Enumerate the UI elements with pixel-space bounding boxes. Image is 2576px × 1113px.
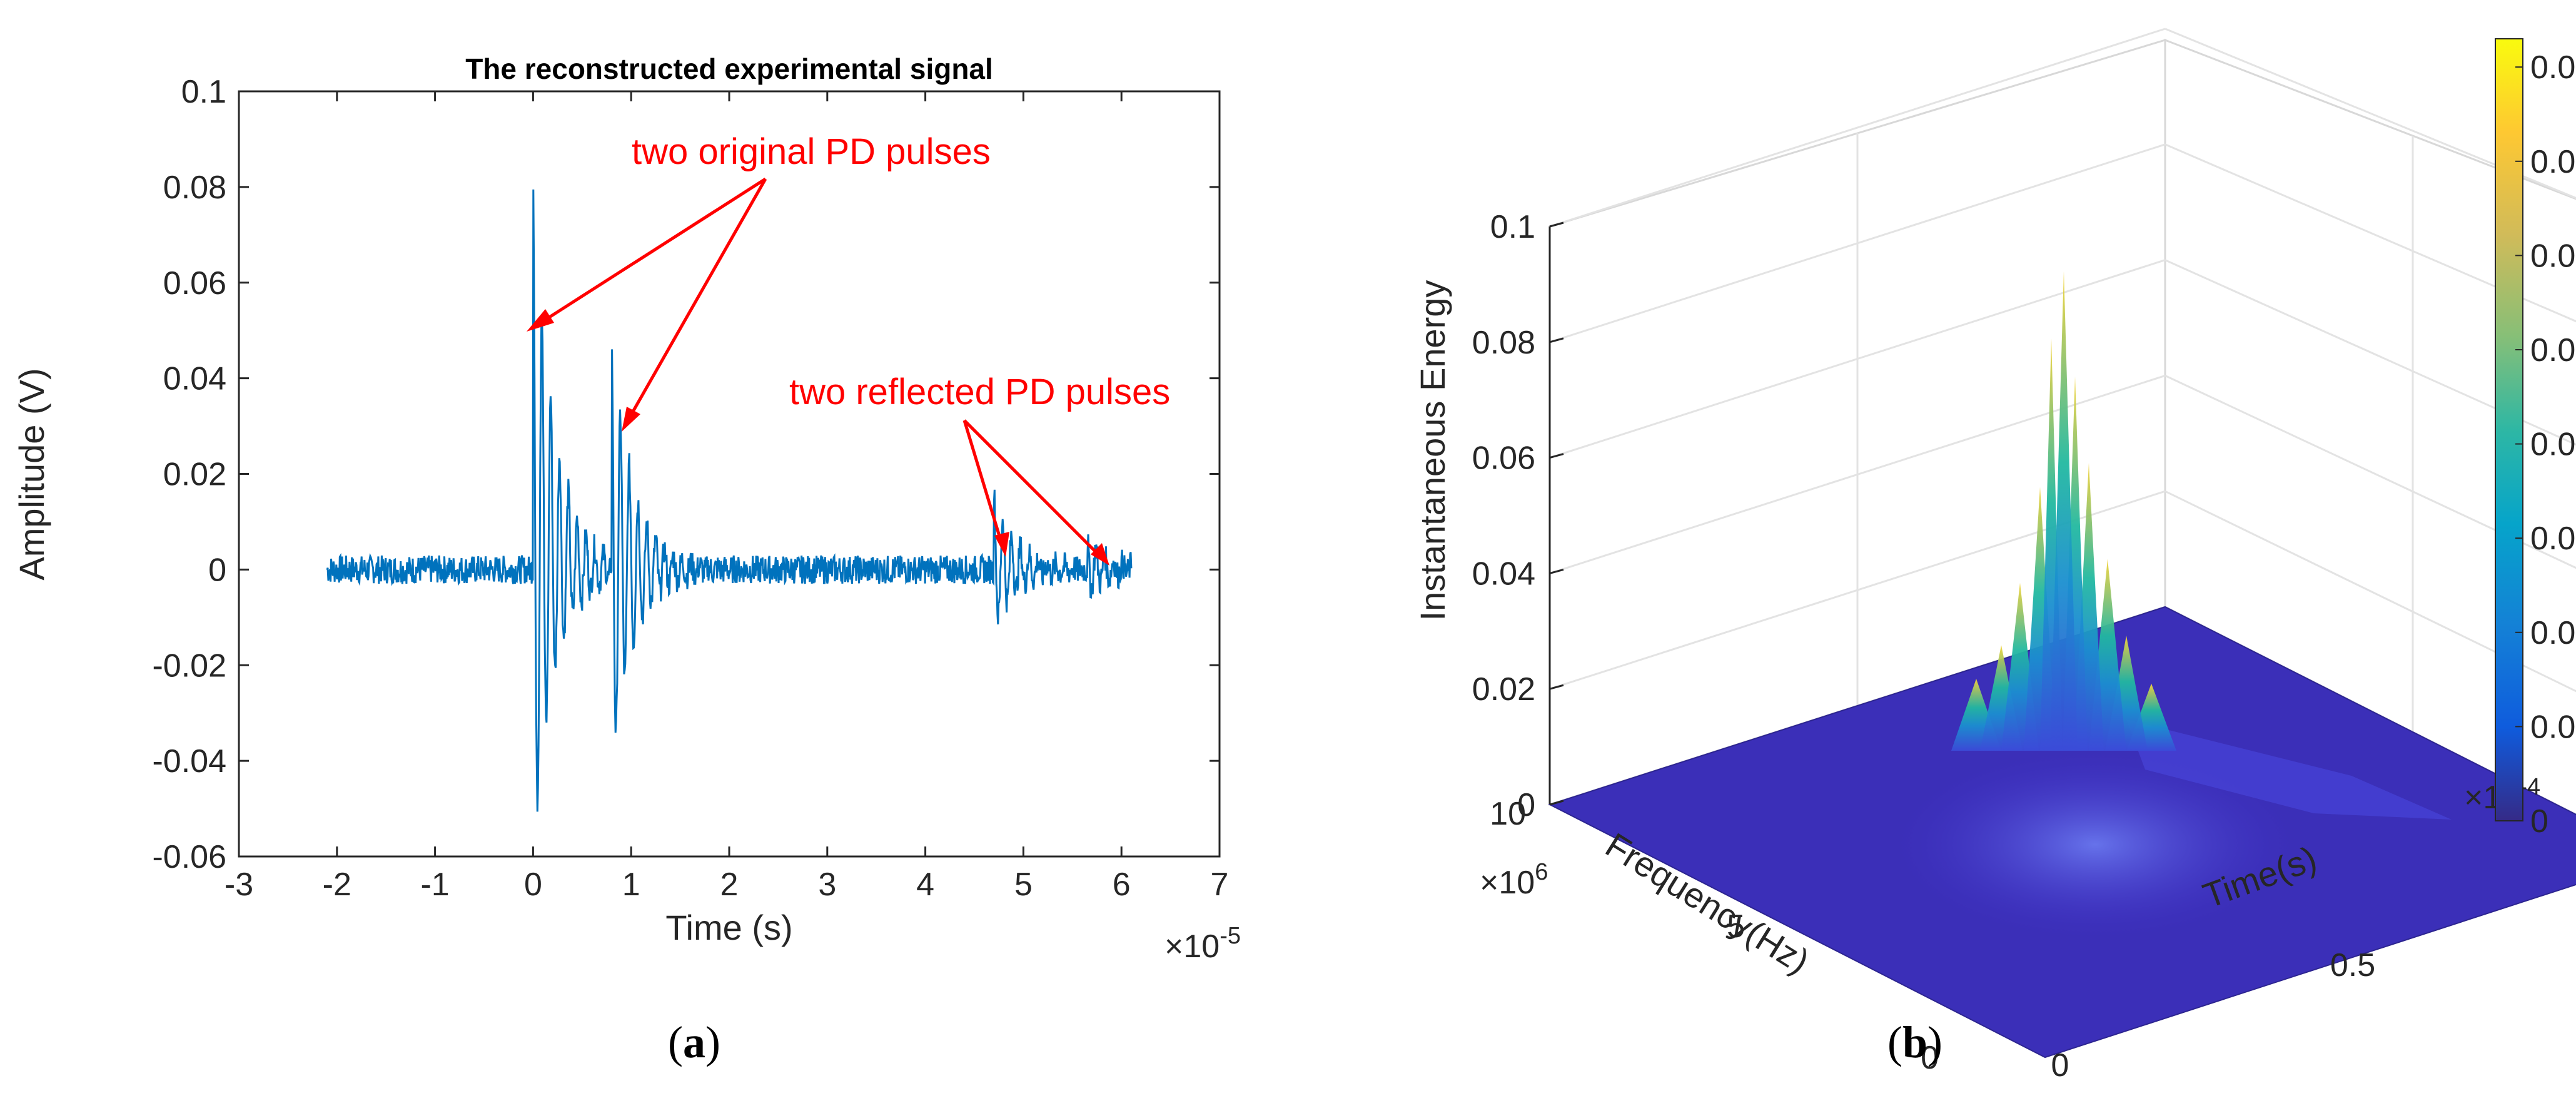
chart-a-x-exponent: ×10-5 (1164, 923, 1241, 965)
chart-a-y-axis: -0.06 -0.04 -0.02 0 0.02 0.04 0.06 0.08 0.1 (152, 74, 1220, 875)
chart-a-series-signal (326, 189, 1133, 812)
chart-b-surface-glow (1895, 751, 2295, 938)
chart-b-colorbar-tick-label: 0.04 (2530, 427, 2576, 463)
chart-a-xtick-label: 7 (1211, 867, 1229, 903)
chart-a-x-axis: -3 -2 -1 0 1 2 3 4 5 6 7 (225, 91, 1229, 903)
chart-a-xtick-label: 5 (1014, 867, 1033, 903)
chart-a-xtick-label: -1 (420, 867, 449, 903)
chart-a-xlabel: Time (s) (665, 908, 792, 947)
chart-a-ytick-label: 0 (208, 552, 226, 588)
chart-b-ztick-mark (1549, 453, 1564, 459)
chart-b-colorbar-tick-label: 0.07 (2530, 144, 2576, 180)
chart-a-ytick-label: -0.06 (152, 839, 226, 875)
chart-a-ytick-label: 0.08 (163, 170, 226, 206)
chart-b-colorbar-tick-label: 0.01 (2530, 709, 2576, 745)
chart-b-ztick-mark (1549, 221, 1564, 228)
chart-b-time-tick-label: 0 (2051, 1047, 2069, 1084)
chart-b-peak (2050, 271, 2078, 751)
chart-b-colorbar-tick-label: 0.06 (2530, 238, 2576, 274)
chart-a-ytick-label: -0.04 (152, 743, 226, 780)
chart-b-ztick-mark (1549, 337, 1564, 343)
chart-a-xtick-label: 6 (1113, 867, 1131, 903)
chart-b-colorbar-tick-label: 0.02 (2530, 615, 2576, 651)
chart-a-xtick-label: 3 (818, 867, 836, 903)
chart-b-colorbar-tick-label: 0 (2530, 803, 2548, 840)
chart-b-colorbar-gradient (2495, 38, 2523, 821)
chart-a-plot-area (238, 90, 1221, 858)
panel-label-b: (b) (1887, 1017, 1942, 1067)
chart-a-ytick-label: 0.06 (163, 265, 226, 302)
chart-b-gridline (2164, 28, 2576, 200)
chart-b-frequency-exponent: ×106 (1480, 859, 1548, 901)
chart-b-ztick-mark (1549, 568, 1564, 574)
chart-a-ytick-label: 0.04 (163, 361, 226, 397)
chart-b-ztick-label: 0.04 (1472, 556, 1535, 592)
chart-a-title: The reconstructed experimental signal (465, 53, 993, 85)
chart-b-surface-ridge (2126, 719, 2452, 820)
chart-b-colorbar-ticks: 0 0.01 0.02 0.03 0.04 0.05 0.06 0.07 0.08 (2515, 49, 2576, 840)
chart-a-arrows-reflected (962, 419, 1109, 566)
chart-a-xtick-label: 0 (524, 867, 542, 903)
chart-b-colorbar: 0 0.01 0.02 0.03 0.04 0.05 0.06 0.07 0.08 (2495, 38, 2576, 840)
chart-a: The reconstructed experimental signal -0… (12, 53, 1241, 965)
chart-b-ztick-label: 0.08 (1472, 325, 1535, 361)
chart-a-xtick-label: -2 (323, 867, 351, 903)
chart-b-ztick-label: 0.06 (1472, 440, 1535, 477)
chart-b-gridline (1549, 28, 2166, 228)
chart-a-ytick-label: -0.02 (152, 648, 226, 684)
chart-b-ztick-mark (1549, 800, 1564, 806)
chart-a-ytick-label: 0.1 (181, 74, 226, 110)
panel-label-a: (a) (668, 1017, 720, 1067)
chart-b-time-tick-label: 0.5 (2330, 947, 2375, 983)
chart-a-ylabel: Amplitude (V) (12, 368, 51, 580)
chart-b: 0 0.02 0.04 0.06 0.08 0.1 Instantaneous Energ… (1413, 28, 2576, 1084)
chart-a-arrows-original (527, 177, 767, 432)
chart-a-xtick-label: 1 (622, 867, 640, 903)
chart-b-ztick-label: 0.02 (1472, 671, 1535, 708)
chart-b-freq-tick-label: 10 (1490, 796, 1526, 832)
chart-a-annotation-reflected: two reflected PD pulses (789, 372, 1170, 412)
chart-b-surface-peaks (1951, 271, 2176, 751)
chart-b-time-axis: 00.51 (2051, 947, 2376, 1084)
chart-a-xtick-label: -3 (225, 867, 253, 903)
chart-b-z-axis-ticks: 0 0.02 0.04 0.06 0.08 0.1 (1472, 209, 1564, 823)
chart-b-ztick-label: 0.1 (1490, 209, 1535, 245)
chart-a-ytick-label: 0.02 (163, 457, 226, 493)
chart-b-colorbar-tick-label: 0.05 (2530, 332, 2576, 368)
chart-b-freq-tick-label: 0 (1921, 1040, 1939, 1076)
chart-b-zlabel: Instantaneous Energy (1413, 280, 1452, 621)
chart-b-ztick-label: 0 (1517, 787, 1535, 823)
chart-b-ztick-mark (1549, 684, 1564, 690)
chart-b-colorbar-tick-label: 0.08 (2530, 49, 2576, 86)
chart-b-colorbar-tick-label: 0.03 (2530, 521, 2576, 557)
chart-a-annotation-original: two original PD pulses (632, 131, 991, 172)
chart-b-frequency-axis: 0 5 10 (1490, 796, 1939, 1076)
chart-a-xtick-label: 4 (916, 867, 934, 903)
chart-b-freq-tick-label: 5 (1727, 908, 1745, 945)
chart-a-xtick-label: 2 (720, 867, 739, 903)
